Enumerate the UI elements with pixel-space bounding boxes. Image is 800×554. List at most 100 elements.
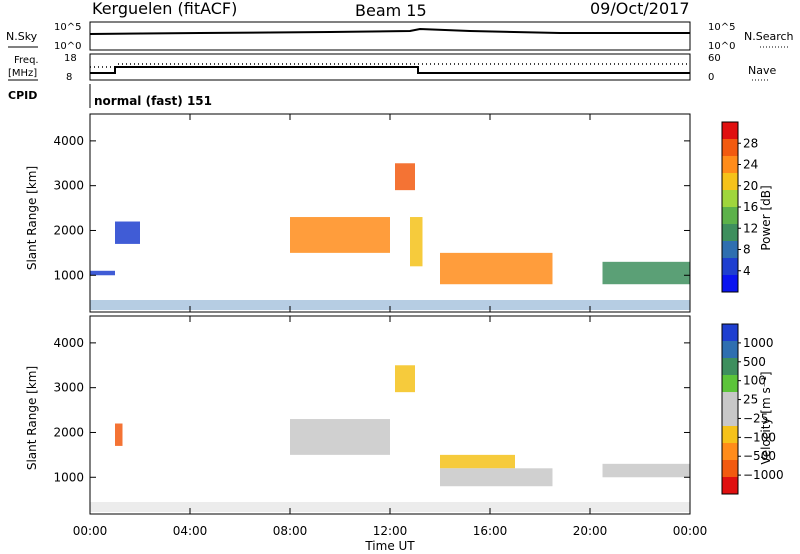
scatter-region-4 [395,365,415,393]
ytick-label: 1000 [53,470,84,484]
colorbar-swatch [722,477,738,495]
scatter-region-6 [90,270,115,276]
colorbar-tick-label: 24 [743,158,758,172]
cpid-value: normal (fast) 151 [94,94,212,108]
scatter-region-2 [395,163,415,191]
colorbar-swatch [722,460,738,478]
near-range-scatter [90,502,690,512]
colorbar-tick-label: 4 [743,264,751,278]
xtick-label: 04:00 [173,524,208,538]
velocity-marks [90,365,690,512]
colorbar-swatch [722,122,738,140]
nsky-panel: N.Sky 10^5 10^0 10^5 10^0 N.Search [6,21,794,52]
scatter-region-5 [115,221,140,244]
nave-tick-bottom: 0 [708,72,714,83]
colorbar-swatch [722,224,738,242]
time-xlabel: Time UT [364,539,415,553]
ytick-label: 2000 [53,223,84,237]
near-range-scatter [90,300,690,310]
xtick-label: 00:00 [673,524,708,538]
colorbar-tick-label: 20 [743,179,758,193]
colorbar-swatch [722,275,738,293]
velocity-panel: 4000 3000 2000 1000 Slant Range [km] 1000 50… [25,315,784,515]
colorbar-tick-label: 12 [743,221,758,235]
time-x-ticks: 00:00 04:00 08:00 12:00 16:00 20:00 00:00 [73,114,708,538]
colorbar-swatch [722,358,738,376]
scatter-region-2 [440,468,553,487]
colorbar-swatch [722,443,738,461]
colorbar-swatch [722,156,738,174]
nsearch-label: N.Search [744,30,794,43]
colorbar-tick-label: 25 [743,393,758,407]
cpid-label: CPID [8,89,37,102]
velocity-y-ticks: 4000 3000 2000 1000 [53,336,690,484]
colorbar-swatch [722,173,738,191]
xtick-label: 20:00 [573,524,608,538]
colorbar-frame [721,323,739,495]
scatter-region-5 [115,423,123,446]
nsearch-tick-top: 10^5 [708,22,735,33]
velocity-ylabel: Slant Range [km] [25,366,39,470]
colorbar-swatch [722,207,738,225]
scatter-region-1 [440,454,515,469]
power-y-ticks: 4000 3000 2000 1000 [53,134,690,282]
ytick-label: 2000 [53,425,84,439]
colorbar-swatch [722,392,738,410]
colorbar-tick-label: 28 [743,136,758,150]
freq-line [90,66,690,74]
station-title: Kerguelen (fitACF) [92,0,237,18]
freq-label-2: [MHz] [8,68,37,79]
freq-tick-bottom: 8 [66,72,72,83]
colorbar-tick-label: −100 [743,430,776,444]
xtick-label: 16:00 [473,524,508,538]
colorbar-tick-label: −500 [743,449,776,463]
freq-panel: Freq. [MHz] 18 8 60 0 Nave [8,53,776,83]
colorbar-swatch [722,139,738,157]
scatter-region-0 [290,217,390,253]
freq-tick-top: 18 [64,53,77,64]
nsky-label: N.Sky [6,30,38,43]
cpid-panel: CPID normal (fast) 151 [8,84,212,108]
colorbar-tick-label: 16 [743,200,758,214]
colorbar-swatch [722,409,738,427]
colorbar-tick-label: −25 [743,411,768,425]
ytick-label: 1000 [53,268,84,282]
nave-tick-top: 60 [708,53,721,64]
scatter-region-3 [440,252,553,285]
velocity-colorbar: 1000 500 100 25 −25 −100 −500 −1000 [721,323,784,495]
xtick-label: 00:00 [73,524,108,538]
nsky-tick-top: 10^5 [54,22,81,33]
scatter-region-3 [602,463,690,478]
ytick-label: 3000 [53,179,84,193]
power-marks [90,163,690,310]
ytick-label: 3000 [53,381,84,395]
xtick-label: 12:00 [373,524,408,538]
colorbar-tick-label: 100 [743,374,766,388]
beam-title: Beam 15 [355,1,427,20]
colorbar-swatch [722,341,738,359]
colorbar-swatch [722,375,738,393]
ytick-label: 4000 [53,336,84,350]
scatter-region-1 [410,217,423,267]
nsky-tick-bottom: 10^0 [54,41,81,52]
colorbar-tick-label: 8 [743,243,751,257]
power-colorbar-label: Power [dB] [759,185,773,250]
colorbar-tick-label: 500 [743,355,766,369]
nsearch-tick-bottom: 10^0 [708,41,735,52]
ytick-label: 4000 [53,134,84,148]
date-title: 09/Oct/2017 [590,0,690,18]
velocity-colorbar-label: Velocity [m s⁻¹] [759,371,773,464]
colorbar-swatch [722,324,738,342]
nsky-line [89,27,690,35]
power-panel: 4000 3000 2000 1000 Slant Range [km] 28 24 20… [25,113,773,313]
colorbar-swatch [722,190,738,208]
freq-label-1: Freq. [14,55,39,66]
colorbar-swatch [722,258,738,276]
colorbar-tick-label: −1000 [743,468,784,482]
scatter-region-0 [290,419,390,455]
scatter-region-4 [602,261,690,285]
power-ylabel: Slant Range [km] [25,166,39,270]
power-colorbar: 28 24 20 16 12 8 4 [721,121,758,293]
nave-label: Nave [748,64,776,77]
